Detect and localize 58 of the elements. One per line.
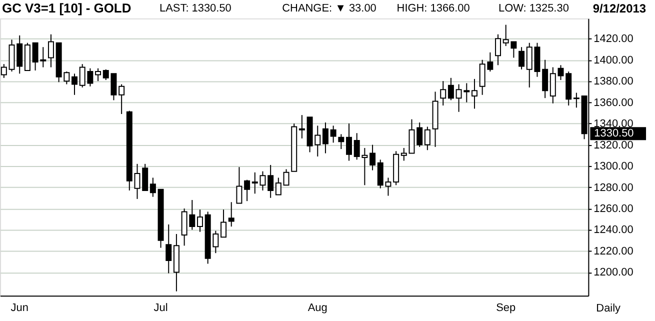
y-tick-label: 1380.00 <box>594 76 634 88</box>
candlestick <box>471 78 478 110</box>
candlestick <box>228 202 234 228</box>
candlestick <box>338 134 344 150</box>
candlestick <box>268 164 274 198</box>
candlestick <box>495 34 502 66</box>
text: 1330.50 <box>594 128 634 140</box>
candlestick <box>95 68 102 82</box>
candlestick <box>236 166 242 204</box>
y-tick-label: 1420.00 <box>594 33 634 46</box>
y-tick-label: 1200.00 <box>594 266 634 279</box>
candlestick <box>416 122 423 148</box>
x-tick-label: Jun <box>10 302 28 314</box>
y-tick-label: 1320.00 <box>594 139 634 152</box>
candlestick <box>542 59 548 99</box>
text: 9/12/2013 <box>592 1 646 16</box>
x-tick-label: Sep <box>496 302 516 314</box>
x-tick-label: Jul <box>154 302 168 314</box>
y-tick-label: 1240.00 <box>594 224 634 236</box>
candlestick <box>550 66 556 104</box>
text: HIGH: 1366.00 <box>396 2 470 14</box>
candlestick <box>283 168 290 186</box>
candlestick <box>196 209 203 232</box>
text: CHANGE: ▼ 33.00 <box>282 2 376 14</box>
y-tick-label: 1280.00 <box>594 182 634 194</box>
candlestick <box>408 118 415 154</box>
candlestick <box>166 224 172 274</box>
candlestick <box>518 46 525 70</box>
candlestick <box>346 123 352 162</box>
candlestick <box>558 64 564 81</box>
candlestick <box>370 144 376 171</box>
x-tick-label: Aug <box>308 302 328 314</box>
candlestick <box>150 177 156 198</box>
text: LAST: 1330.50 <box>160 2 232 14</box>
chart-title: GC V3=1 [10] - GOLD <box>2 0 132 16</box>
candlestick <box>330 125 336 144</box>
candlestick <box>118 84 125 114</box>
candlestick <box>400 147 407 162</box>
candlestick <box>220 209 227 238</box>
candlestick <box>424 126 430 151</box>
candlestick <box>142 163 148 191</box>
candlestick <box>134 163 140 200</box>
candlestick <box>244 179 250 202</box>
text: Daily <box>596 302 622 315</box>
y-tick-label: 1300.00 <box>594 160 634 173</box>
candlestick <box>48 34 54 68</box>
y-tick-label: 1260.00 <box>594 202 634 215</box>
y-tick-label: 1400.00 <box>594 54 634 66</box>
candlestick <box>72 73 78 96</box>
candlestick <box>298 114 305 139</box>
y-tick-label: 1220.00 <box>594 245 634 258</box>
candlestick <box>440 80 446 106</box>
candlestick <box>275 177 282 196</box>
candlestick <box>573 92 580 108</box>
text: LOW: 1325.30 <box>498 2 569 14</box>
candlestick <box>322 122 328 154</box>
y-tick-label: 1360.00 <box>594 96 634 109</box>
candlestick <box>448 77 454 101</box>
